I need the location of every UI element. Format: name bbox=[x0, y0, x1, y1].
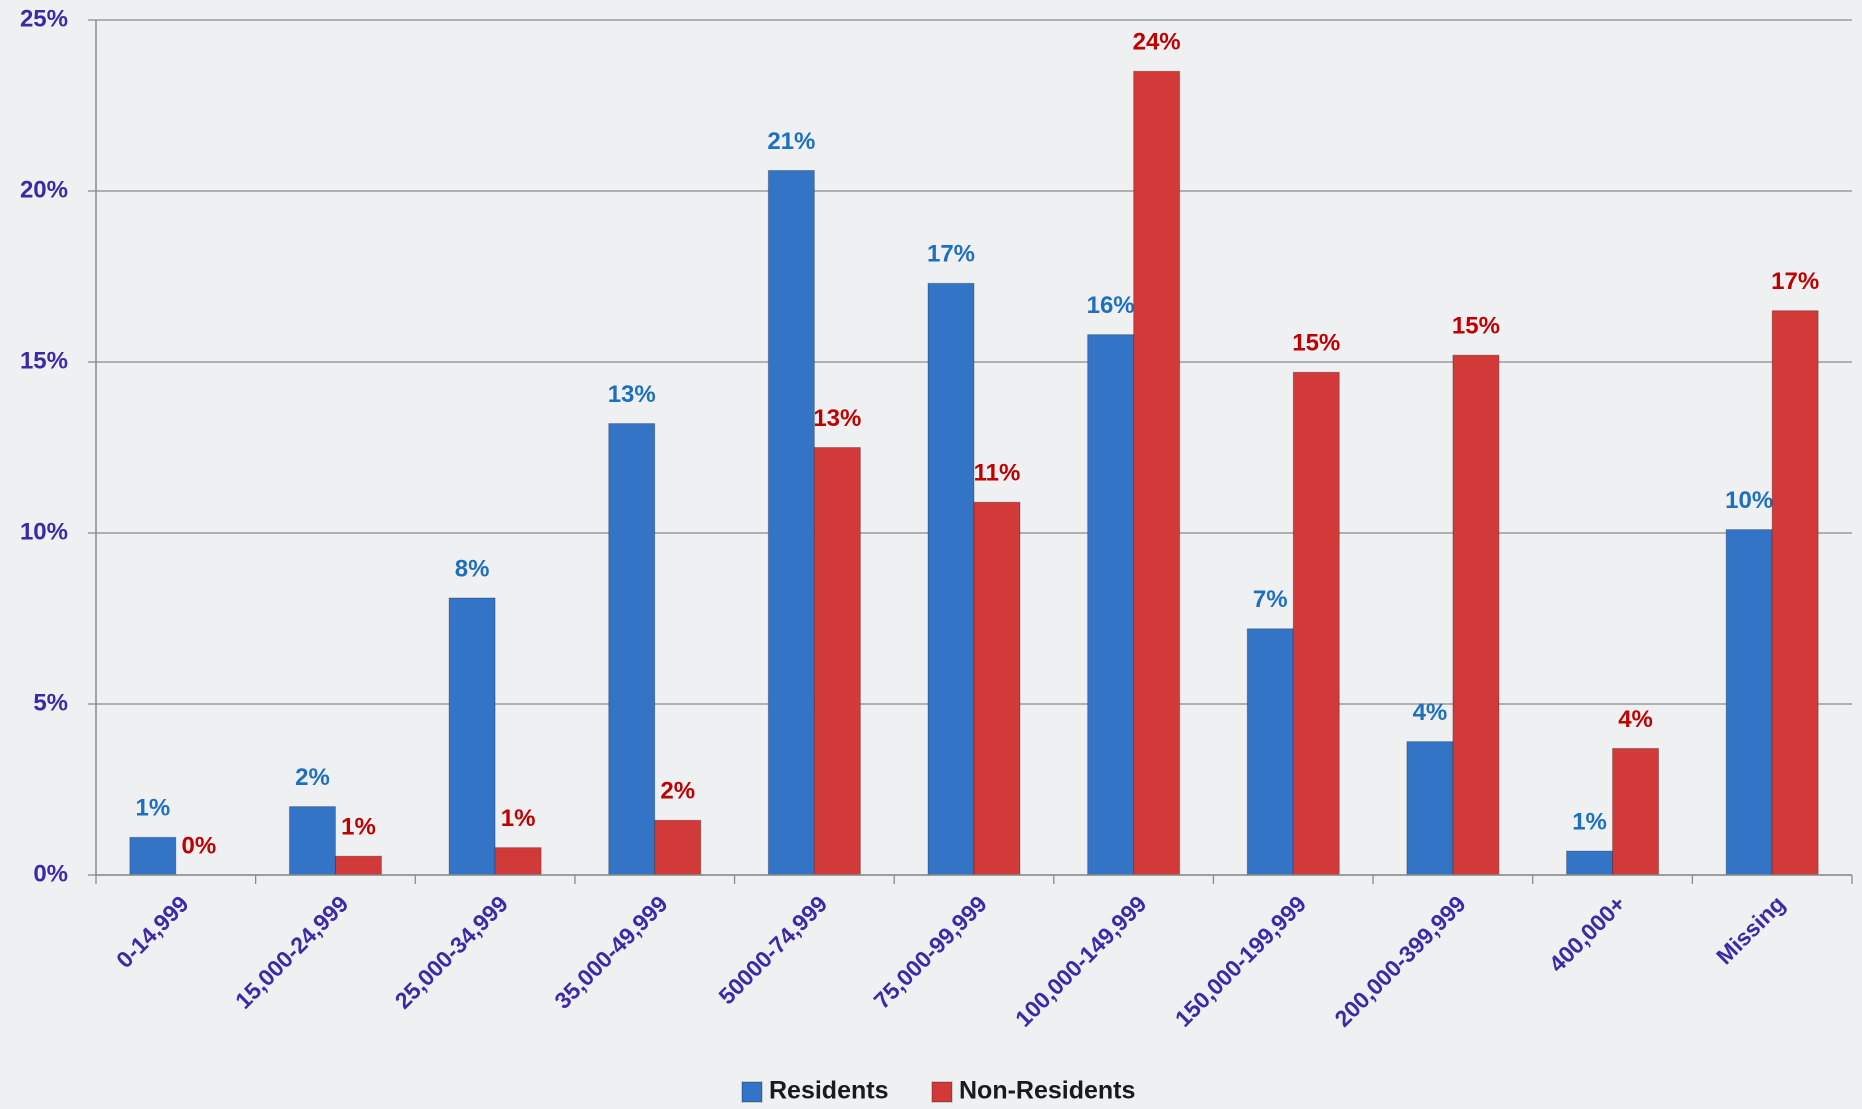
x-tick-label: 0-14,999 bbox=[111, 890, 194, 973]
value-label: 15% bbox=[1292, 330, 1340, 357]
x-tick-label: 200,000-399,999 bbox=[1329, 890, 1470, 1031]
x-tick-label: 25,000-34,999 bbox=[390, 890, 513, 1013]
y-tick-label: 15% bbox=[20, 347, 68, 374]
bar bbox=[288, 806, 336, 876]
y-tick-label: 20% bbox=[20, 176, 68, 203]
bar bbox=[129, 836, 177, 876]
value-label: 10% bbox=[1725, 487, 1773, 514]
legend-swatch bbox=[931, 1081, 953, 1103]
value-label: 7% bbox=[1253, 586, 1288, 613]
bar bbox=[767, 169, 815, 876]
x-tick-label: 150,000-199,999 bbox=[1170, 890, 1311, 1031]
value-label: 17% bbox=[927, 241, 975, 268]
bar bbox=[1087, 334, 1135, 876]
bar bbox=[1771, 310, 1819, 876]
value-label: 11% bbox=[974, 460, 1021, 487]
bar bbox=[494, 847, 542, 876]
value-label: 1% bbox=[1572, 808, 1607, 835]
legend-label: Non-Residents bbox=[959, 1077, 1135, 1105]
bar bbox=[1612, 747, 1660, 876]
x-tick-label: 35,000-49,999 bbox=[549, 890, 672, 1013]
bar bbox=[1406, 741, 1454, 876]
bar bbox=[1292, 371, 1340, 876]
bar bbox=[448, 597, 496, 876]
value-label: 21% bbox=[767, 128, 815, 155]
value-label: 1% bbox=[341, 814, 376, 841]
y-tick-label: 25% bbox=[20, 5, 68, 32]
bar bbox=[1566, 850, 1614, 876]
x-tick-label: 50000-74,999 bbox=[713, 890, 832, 1009]
value-label: 13% bbox=[608, 381, 656, 408]
bar bbox=[1246, 628, 1294, 876]
value-label: 8% bbox=[455, 555, 490, 582]
x-tick-label: 75,000-99,999 bbox=[869, 890, 992, 1013]
x-tick-label: 400,000+ bbox=[1544, 890, 1631, 977]
value-label: 16% bbox=[1087, 292, 1135, 319]
bar bbox=[927, 282, 975, 876]
value-label: 24% bbox=[1133, 29, 1181, 56]
x-tick-label: 15,000-24,999 bbox=[230, 890, 353, 1013]
bar bbox=[1133, 70, 1181, 876]
value-label: 0% bbox=[181, 832, 216, 859]
bar bbox=[813, 447, 861, 876]
bar bbox=[654, 819, 702, 876]
legend-swatch bbox=[741, 1081, 763, 1103]
legend-label: Residents bbox=[769, 1077, 888, 1105]
x-tick-label: Missing bbox=[1711, 890, 1790, 969]
value-label: 17% bbox=[1771, 268, 1819, 295]
value-label: 1% bbox=[135, 795, 170, 822]
bar bbox=[1452, 354, 1500, 876]
bar bbox=[1725, 529, 1773, 876]
value-label: 15% bbox=[1452, 313, 1500, 340]
y-tick-label: 0% bbox=[33, 860, 68, 887]
value-label: 1% bbox=[501, 805, 536, 832]
value-label: 13% bbox=[813, 405, 861, 432]
bar bbox=[973, 501, 1021, 876]
y-tick-label: 10% bbox=[20, 518, 68, 545]
value-label: 4% bbox=[1618, 706, 1653, 733]
y-tick-label: 5% bbox=[33, 689, 68, 716]
bar bbox=[608, 423, 656, 876]
bar bbox=[334, 855, 382, 876]
value-label: 2% bbox=[295, 764, 330, 791]
value-label: 4% bbox=[1413, 699, 1448, 726]
value-label: 2% bbox=[660, 778, 695, 805]
x-tick-label: 100,000-149,999 bbox=[1010, 890, 1151, 1031]
